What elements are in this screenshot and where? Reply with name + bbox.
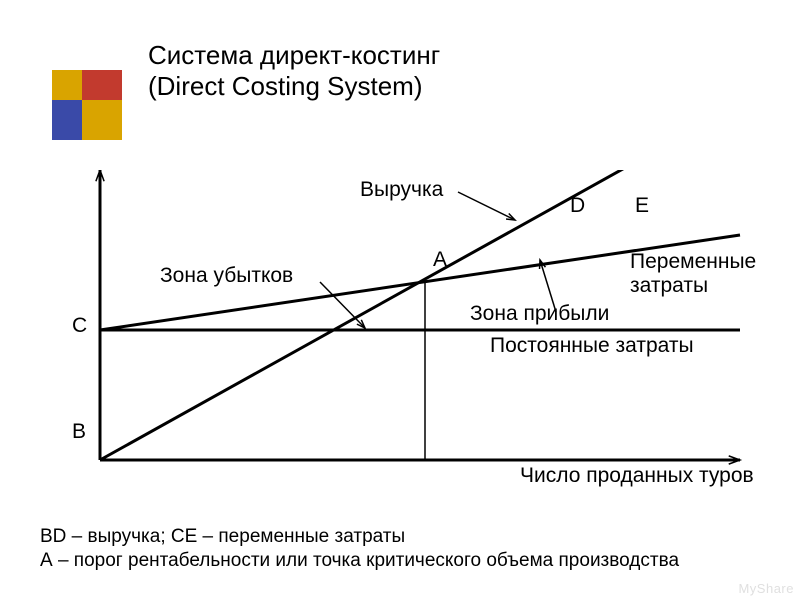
chart-label: затраты xyxy=(630,274,708,298)
logo-block xyxy=(52,100,82,140)
logo-block xyxy=(82,70,122,100)
slide-title: Система директ-костинг (Direct Costing S… xyxy=(148,40,440,102)
footer-line-1: BD – выручка; CE – переменные затраты xyxy=(40,525,679,549)
logo-block xyxy=(52,70,82,100)
footer-legend: BD – выручка; CE – переменные затраты А … xyxy=(40,525,679,573)
footer-line-2: А – порог рентабельности или точка крити… xyxy=(40,549,679,573)
chart-label: Переменные xyxy=(630,250,756,274)
title-line-1: Система директ-костинг xyxy=(148,40,440,71)
title-line-2: (Direct Costing System) xyxy=(148,71,440,102)
chart-label: E xyxy=(635,194,649,218)
chart-label: D xyxy=(570,194,585,218)
logo-corner xyxy=(52,70,132,140)
chart-area: A B C D E Выручка Зона убытков Зона прибыли Пост… xyxy=(70,170,750,490)
chart-label: Постоянные затраты xyxy=(490,334,694,358)
chart-label: C xyxy=(72,314,87,338)
chart-label: Зона убытков xyxy=(160,264,293,288)
chart-label: Зона прибыли xyxy=(470,302,609,326)
slide-root: Система директ-костинг (Direct Costing S… xyxy=(0,0,800,600)
chart-label: Число проданных туров xyxy=(520,464,754,488)
logo-block xyxy=(82,100,122,140)
watermark: MyShare xyxy=(738,581,794,596)
chart-label: A xyxy=(433,248,447,272)
chart-label: B xyxy=(72,420,86,444)
chart-label: Выручка xyxy=(360,178,443,202)
chart-svg xyxy=(70,170,750,490)
